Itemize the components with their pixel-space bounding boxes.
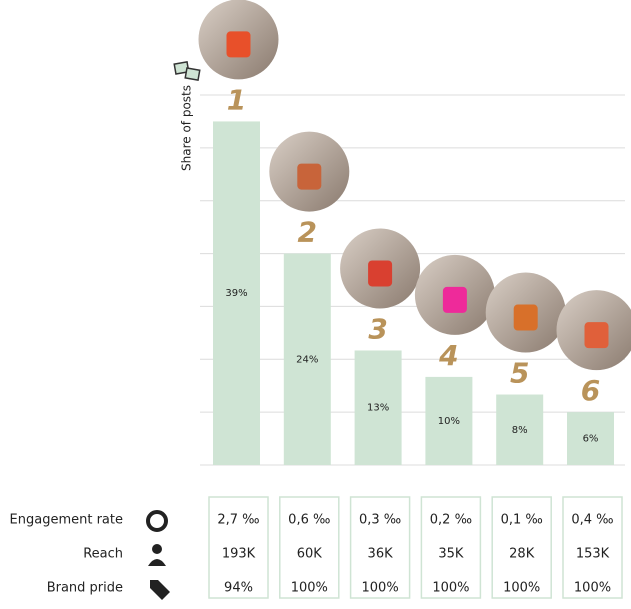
rank-label: 5: [510, 357, 529, 390]
value-label: 10%: [438, 416, 460, 427]
value-label: 13%: [367, 403, 389, 414]
cell-value: 28K: [509, 547, 535, 562]
row-label: Reach: [83, 547, 123, 562]
value-label: 39%: [225, 288, 247, 299]
row-label: Engagement rate: [10, 513, 123, 528]
cell-value: 100%: [574, 581, 611, 596]
cell-value: 0,6 ‰: [288, 513, 330, 528]
row-label: Brand pride: [47, 581, 123, 596]
cell-value: 60K: [297, 547, 323, 562]
table-cell: [208, 496, 269, 599]
pride-icon: [150, 580, 170, 600]
cell-value: 94%: [224, 581, 253, 596]
cell-value: 100%: [362, 581, 399, 596]
rank-label: 1: [227, 83, 246, 116]
product-bag: [297, 163, 322, 190]
cell-value: 0,1 ‰: [501, 513, 543, 528]
bar: [496, 394, 544, 465]
reach-icon: [152, 544, 162, 554]
table-cell: [491, 496, 552, 599]
product-bag: [226, 31, 251, 58]
value-label: 6%: [583, 434, 599, 445]
bar: [425, 376, 473, 465]
value-label: 8%: [512, 425, 528, 436]
bar: [354, 350, 402, 465]
table-cell: [420, 496, 482, 599]
product-bag: [584, 322, 609, 349]
rank-label: 4: [438, 339, 458, 372]
rank-label: 6: [581, 374, 600, 407]
engagement-icon: [146, 510, 168, 532]
table-cell: [349, 496, 411, 599]
table-cell: [562, 496, 623, 599]
y-axis-label: Share of posts: [180, 85, 194, 171]
reach-icon-body: [148, 559, 166, 566]
cell-value: 100%: [503, 581, 540, 596]
cell-value: 100%: [291, 581, 328, 596]
cell-value: 0,3 ‰: [359, 513, 401, 528]
cell-value: 193K: [222, 547, 256, 562]
cell-value: 0,4 ‰: [571, 513, 613, 528]
product-bag: [368, 260, 393, 287]
rank-label: 3: [368, 312, 387, 345]
bar: [283, 253, 331, 465]
cell-value: 153K: [576, 547, 610, 562]
bar: [567, 412, 614, 465]
product-bag: [442, 286, 467, 313]
table-cell: [279, 496, 340, 599]
product-bag: [513, 304, 538, 331]
cell-value: 35K: [438, 547, 464, 562]
cell-value: 0,2 ‰: [430, 513, 472, 528]
y-icon: [173, 60, 201, 82]
bar: [213, 121, 260, 465]
cell-value: 2,7 ‰: [217, 513, 259, 528]
value-label: 24%: [296, 354, 318, 365]
cell-value: 36K: [368, 547, 394, 562]
cell-value: 100%: [432, 581, 469, 596]
rank-label: 2: [298, 216, 317, 249]
